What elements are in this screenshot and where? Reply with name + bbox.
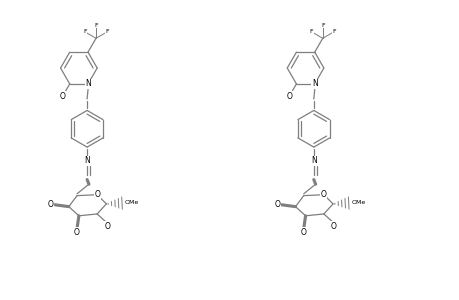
Text: O: O	[94, 190, 100, 199]
Text: O: O	[104, 222, 110, 231]
Text: O: O	[274, 200, 280, 209]
Text: O: O	[300, 228, 306, 237]
Text: O: O	[59, 92, 65, 101]
Text: N: N	[310, 156, 316, 165]
Text: N: N	[85, 80, 91, 88]
Text: F: F	[105, 29, 109, 34]
Text: OMe: OMe	[124, 200, 139, 206]
Text: OMe: OMe	[351, 200, 365, 206]
Text: O: O	[74, 228, 80, 237]
Text: O: O	[330, 222, 336, 231]
Text: N: N	[84, 156, 90, 165]
Text: F: F	[331, 29, 335, 34]
Text: O: O	[285, 92, 291, 101]
Text: O: O	[320, 190, 326, 199]
Text: N: N	[311, 80, 317, 88]
Text: F: F	[320, 23, 324, 28]
Text: F: F	[83, 29, 87, 34]
Text: F: F	[309, 29, 313, 34]
Text: F: F	[94, 23, 98, 28]
Text: O: O	[48, 200, 54, 209]
